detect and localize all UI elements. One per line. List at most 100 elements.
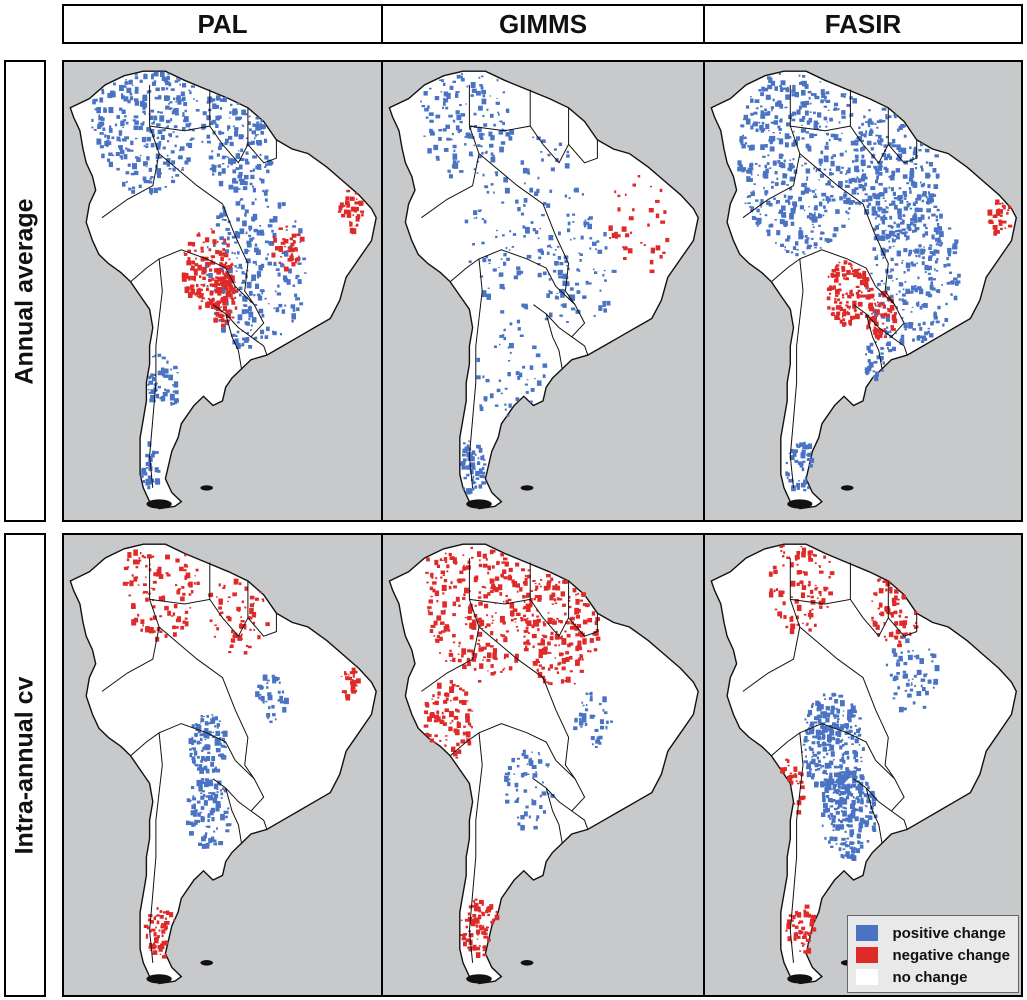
row-header-annual-average-label: Annual average — [10, 197, 39, 385]
row-header-intra-annual-cv: Intra-annual cv — [4, 533, 46, 997]
legend-label-none: no change — [892, 968, 968, 986]
map-panel-pal-intra-annual-cv — [62, 533, 383, 997]
country-border — [789, 258, 804, 488]
country-border — [421, 558, 480, 692]
legend-label-positive: positive change — [892, 924, 1006, 942]
map-panel-gimms-annual-average — [381, 60, 705, 522]
legend-swatch-none — [856, 969, 879, 985]
country-border — [225, 787, 242, 844]
south-america-map — [388, 70, 699, 510]
map-panel-fasir-annual-average — [703, 60, 1023, 522]
country-border — [149, 732, 163, 963]
legend-swatch-positive — [856, 925, 879, 941]
country-border — [222, 581, 249, 638]
change-pixels — [122, 549, 361, 959]
country-border — [542, 107, 570, 164]
country-border — [222, 107, 249, 164]
country-border — [799, 626, 896, 780]
legend-swatch-negative — [856, 947, 879, 963]
country-border — [790, 598, 864, 619]
map-panel-pal-annual-average — [62, 60, 383, 522]
country-border — [468, 258, 483, 488]
south-america-map — [710, 543, 1018, 985]
country-border — [771, 723, 877, 761]
country-border — [862, 581, 889, 638]
south-america-map — [710, 70, 1018, 510]
island — [200, 485, 213, 491]
island — [840, 485, 854, 491]
row-header-annual-average: Annual average — [4, 60, 46, 522]
island — [787, 974, 813, 984]
row-header-intra-annual-cv-label: Intra-annual cv — [10, 676, 39, 854]
island — [520, 485, 534, 491]
country-border — [158, 626, 255, 780]
legend: positive change negative change no chang… — [847, 915, 1019, 993]
island — [146, 974, 172, 984]
island — [466, 974, 492, 984]
country-border — [545, 313, 563, 369]
country-border — [469, 598, 544, 619]
legend-label-negative: negative change — [892, 946, 1010, 964]
country-border — [468, 732, 483, 963]
country-border — [478, 153, 576, 305]
country-border — [469, 125, 544, 145]
country-border — [101, 84, 160, 219]
country-border — [771, 249, 877, 287]
country-border — [742, 558, 801, 692]
change-pixels — [423, 546, 613, 958]
continent-outline — [710, 70, 1018, 510]
country-border — [247, 613, 277, 637]
column-header-gimms: GIMMS — [381, 4, 705, 44]
map-panel-gimms-intra-annual-cv — [381, 533, 705, 997]
legend-item-negative: negative change — [856, 944, 1010, 966]
country-border — [421, 84, 480, 219]
country-border — [478, 626, 576, 780]
country-border — [545, 787, 563, 844]
country-border — [149, 125, 223, 145]
change-pixels — [420, 73, 670, 495]
country-border — [742, 84, 801, 219]
legend-item-none: no change — [856, 966, 1010, 988]
island — [466, 499, 492, 509]
south-america-map — [69, 70, 377, 510]
continent-outline — [388, 543, 699, 985]
country-border — [799, 153, 896, 305]
country-border — [225, 313, 242, 369]
legend-item-positive: positive change — [856, 922, 1010, 944]
island — [787, 499, 813, 509]
map-panel-fasir-intra-annual-cv: positive change negative change no chang… — [703, 533, 1023, 997]
country-border — [101, 558, 160, 692]
country-border — [862, 107, 889, 164]
column-header-pal: PAL — [62, 4, 383, 44]
continent-outline — [388, 70, 699, 510]
continent-outline — [710, 543, 1018, 985]
country-border — [790, 125, 864, 145]
country-border — [891, 810, 908, 830]
island — [200, 960, 213, 966]
south-america-map — [388, 543, 699, 985]
country-border — [571, 810, 589, 830]
country-border — [149, 258, 163, 488]
country-border — [449, 723, 557, 761]
country-border — [789, 732, 804, 963]
south-america-map — [69, 543, 377, 985]
country-border — [158, 153, 255, 305]
country-border — [250, 336, 268, 356]
country-border — [568, 139, 598, 164]
country-border — [865, 787, 883, 844]
country-border — [247, 139, 277, 164]
country-border — [149, 598, 223, 619]
country-border — [568, 613, 598, 637]
country-border — [130, 723, 236, 761]
island — [520, 960, 534, 966]
continent-outline — [69, 543, 377, 985]
country-border — [130, 249, 236, 287]
island — [146, 499, 172, 509]
country-border — [250, 810, 268, 830]
country-border — [887, 139, 918, 164]
country-border — [865, 313, 883, 369]
change-pixels — [768, 544, 940, 954]
country-border — [891, 336, 908, 356]
country-border — [542, 581, 570, 638]
country-border — [887, 613, 918, 637]
